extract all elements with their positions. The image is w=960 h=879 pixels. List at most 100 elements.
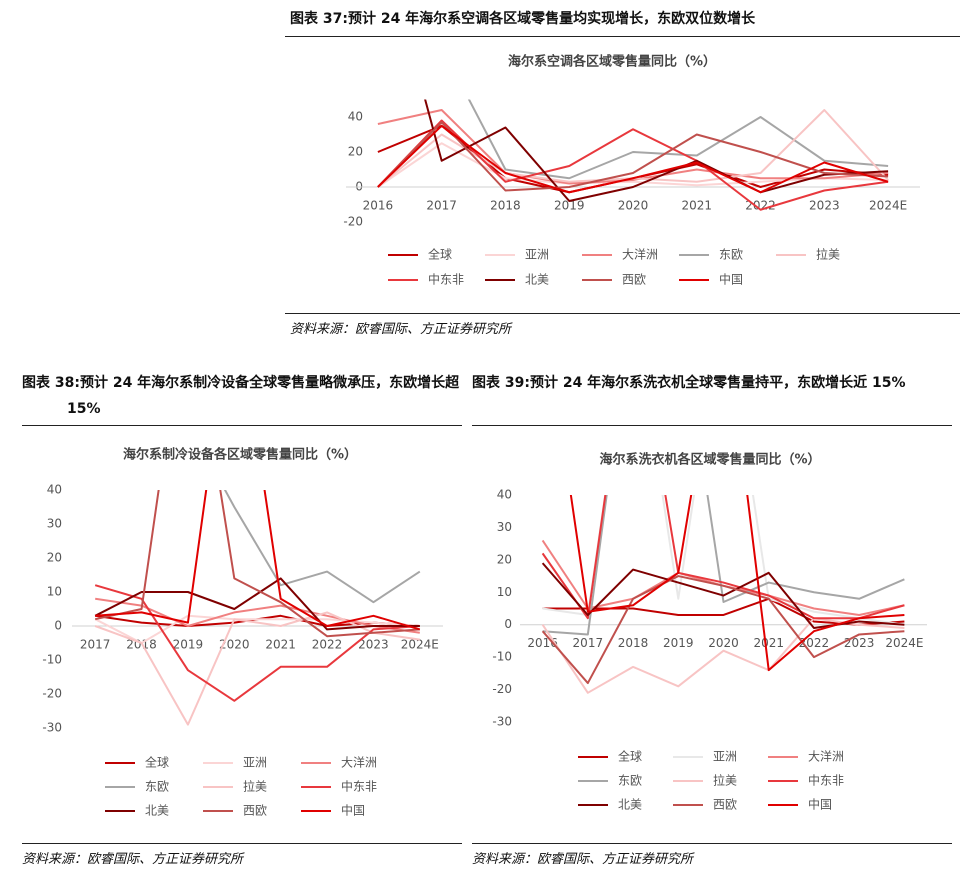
legend-label: 东欧: [145, 780, 169, 794]
rule: [472, 425, 952, 426]
series-line: [542, 495, 905, 636]
legend-label: 亚洲: [243, 756, 267, 770]
rule: [285, 313, 960, 314]
y-tick-label: 10: [497, 585, 512, 599]
series-line: [95, 490, 421, 631]
series-line: [424, 99, 889, 202]
legend-label: 北美: [145, 804, 169, 818]
x-tick-label: 2016: [363, 199, 394, 213]
legend-label: 北美: [618, 798, 642, 812]
legend-label: 中东非: [808, 773, 844, 788]
chart-title: 海尔系空调各区域零售量同比（%）: [508, 54, 716, 70]
x-tick-label: 2021: [265, 638, 296, 652]
series-line: [377, 142, 889, 188]
rule: [472, 843, 952, 844]
source-note: 资料来源：欧睿国际、方正证券研究所: [22, 852, 244, 867]
x-tick-label: 2021: [753, 636, 784, 650]
y-tick-label: 0: [504, 617, 512, 631]
y-tick-label: -30: [42, 721, 62, 735]
x-tick-label: 2023: [844, 636, 875, 650]
legend-label: 拉美: [713, 773, 737, 788]
x-tick-label: 2019: [663, 636, 694, 650]
legend-label: 西欧: [713, 798, 737, 812]
figure-caption: 图表 39:预计 24 年海尔系洗衣机全球零售量持平，东欧增长近 15%: [472, 375, 906, 391]
series-line: [377, 119, 889, 211]
x-tick-label: 2018: [618, 636, 649, 650]
x-tick-label: 2024E: [401, 638, 439, 652]
x-tick-label: 2023: [358, 638, 389, 652]
y-tick-label: -10: [42, 653, 62, 667]
series-line: [94, 577, 420, 631]
legend-label: 北美: [525, 273, 549, 287]
series-line: [377, 124, 889, 194]
y-tick-label: 20: [348, 145, 363, 159]
source-note: 资料来源：欧睿国际、方正证券研究所: [472, 852, 694, 867]
series-line: [569, 495, 905, 672]
legend-label: 大洋洲: [341, 755, 377, 770]
x-tick-label: 2021: [682, 199, 713, 213]
y-tick-label: 10: [47, 585, 62, 599]
legend-label: 全球: [428, 247, 452, 262]
x-tick-label: 2019: [554, 199, 585, 213]
legend-label: 东欧: [618, 774, 642, 788]
y-tick-label: 40: [47, 483, 62, 497]
x-tick-label: 2020: [618, 199, 649, 213]
series-line: [94, 584, 420, 702]
chart-title: 海尔系制冷设备各区域零售量同比（%）: [123, 447, 357, 463]
chart-title: 海尔系洗衣机各区域零售量同比（%）: [599, 452, 820, 468]
legend-label: 西欧: [243, 804, 267, 818]
x-tick-label: 2018: [490, 199, 521, 213]
legend-label: 西欧: [622, 273, 646, 287]
legend-label: 中国: [808, 797, 832, 812]
series-line: [541, 495, 905, 620]
legend-label: 拉美: [816, 247, 840, 262]
x-tick-label: 2017: [573, 636, 604, 650]
x-tick-label: 2017: [426, 199, 457, 213]
legend-label: 中东非: [428, 272, 464, 287]
legend-label: 中国: [719, 272, 743, 287]
series-line: [377, 121, 889, 192]
series-line: [541, 575, 905, 685]
series-line: [94, 611, 420, 726]
legend-label: 东欧: [719, 248, 743, 262]
y-tick-label: 30: [497, 520, 512, 534]
y-tick-label: -10: [492, 650, 512, 664]
x-tick-label: 2024E: [869, 199, 907, 213]
legend-label: 全球: [145, 755, 169, 770]
plot-area: [94, 490, 421, 726]
x-tick-label: 2022: [745, 199, 776, 213]
figure-caption: 图表 37:预计 24 年海尔系空调各区域零售量均实现增长，东欧双位数增长: [290, 11, 756, 27]
legend-label: 亚洲: [525, 248, 549, 262]
legend-label: 中东非: [341, 779, 377, 794]
rule: [22, 425, 462, 426]
legend-label: 全球: [618, 749, 642, 764]
series-line: [94, 614, 420, 644]
x-tick-label: 2020: [708, 636, 739, 650]
series-line: [223, 490, 421, 604]
legend-label: 亚洲: [713, 750, 737, 764]
x-tick-label: 2022: [312, 638, 343, 652]
x-tick-label: 2020: [219, 638, 250, 652]
y-tick-label: -20: [492, 682, 512, 696]
series-line: [94, 490, 420, 638]
y-tick-label: 30: [47, 517, 62, 531]
legend-label: 大洋洲: [622, 247, 658, 262]
plot-area: [541, 495, 905, 694]
y-tick-label: 0: [54, 619, 62, 633]
y-tick-label: 40: [497, 488, 512, 502]
x-tick-label: 2023: [809, 199, 840, 213]
plot-area: [377, 99, 889, 211]
y-tick-label: 40: [348, 110, 363, 124]
legend-label: 大洋洲: [808, 749, 844, 764]
y-tick-label: 20: [47, 551, 62, 565]
figure-caption: 图表 38:预计 24 年海尔系制冷设备全球零售量略微承压，东欧增长超 15%: [22, 375, 460, 417]
y-tick-label: -20: [343, 215, 363, 229]
x-tick-label: 2017: [80, 638, 111, 652]
x-tick-label: 2024E: [885, 636, 923, 650]
series-line: [541, 617, 905, 694]
y-tick-label: 20: [497, 552, 512, 566]
source-note: 资料来源：欧睿国际、方正证券研究所: [290, 322, 512, 337]
series-line: [377, 109, 889, 185]
